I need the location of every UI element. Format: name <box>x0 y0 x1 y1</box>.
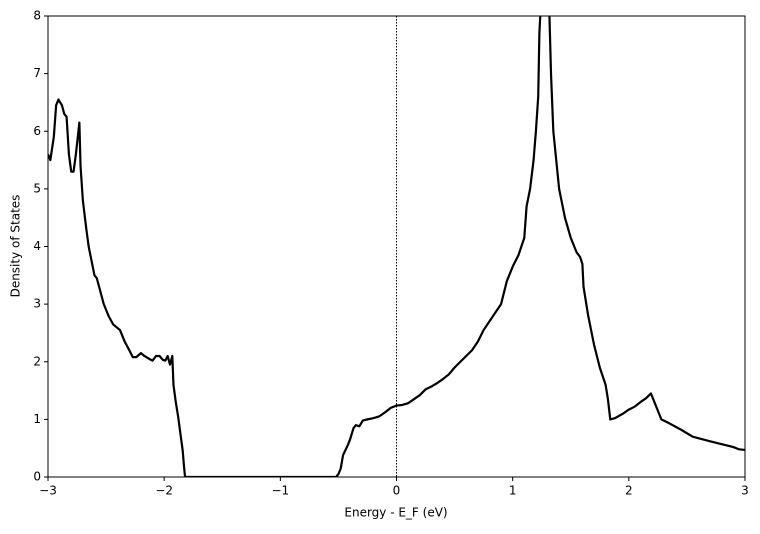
y-tick-label: 4 <box>33 239 41 253</box>
y-tick-label: 2 <box>33 354 41 368</box>
y-tick-label: 6 <box>33 124 41 138</box>
x-tick-label: −2 <box>155 484 173 498</box>
x-tick-label: −1 <box>271 484 289 498</box>
x-tick-label: 3 <box>741 484 749 498</box>
y-tick-label: 0 <box>33 470 41 484</box>
y-axis-label: Density of States <box>9 195 23 298</box>
x-axis-label: Energy - E_F (eV) <box>344 506 447 520</box>
y-tick-label: 7 <box>33 66 41 80</box>
y-tick-label: 3 <box>33 297 41 311</box>
x-tick-label: 1 <box>509 484 517 498</box>
y-tick-label: 1 <box>33 412 41 426</box>
x-tick-label: 2 <box>625 484 633 498</box>
x-tick-label: −3 <box>39 484 57 498</box>
x-tick-label: 0 <box>393 484 401 498</box>
y-tick-label: 8 <box>33 9 41 23</box>
dos-line <box>48 16 745 477</box>
plot-frame <box>47 15 746 478</box>
y-tick-label: 5 <box>33 181 41 195</box>
